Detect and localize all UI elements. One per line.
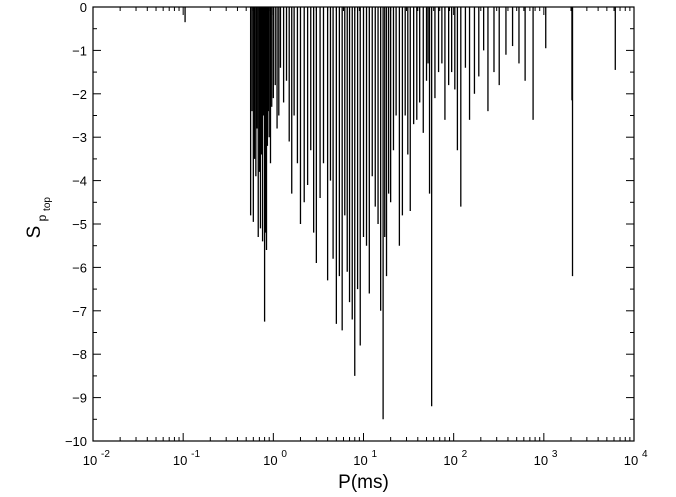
x-tick-label-exponent: 2 (462, 449, 468, 460)
x-tick-label: 10 (534, 453, 548, 468)
plot-frame (92, 6, 635, 442)
y-axis-label-main: S (24, 226, 45, 239)
x-tick-label: 10 (173, 453, 187, 468)
y-axis-label-subsub: top (42, 197, 53, 211)
y-tick-label: −4 (72, 174, 87, 189)
x-tick-label: 10 (443, 453, 457, 468)
x-tick-label-exponent: 1 (372, 449, 378, 460)
y-tick-labels: 0 −1 −2 −3 −4 −5 −6 −7 −8 −9 −10 (65, 0, 87, 449)
x-tick-label-exponent: -2 (101, 449, 110, 460)
ticks-group (92, 6, 635, 442)
x-tick-label: 10 (83, 453, 97, 468)
y-tick-label: −10 (65, 434, 87, 449)
x-tick-label-exponent: 3 (552, 449, 558, 460)
y-tick-label: −8 (72, 347, 87, 362)
y-tick-label: −9 (72, 391, 87, 406)
x-tick-label: 10 (624, 453, 638, 468)
y-tick-label: −6 (72, 260, 87, 275)
y-tick-label: −3 (72, 130, 87, 145)
x-tick-label: 10 (353, 453, 367, 468)
y-axis-label-sub: p (35, 214, 49, 221)
x-tick-label-exponent: 0 (281, 449, 287, 460)
x-tick-label: 10 (263, 453, 277, 468)
y-tick-label: −7 (72, 304, 87, 319)
x-tick-labels: 10 -2 10 -1 10 0 10 1 10 2 10 3 10 4 (83, 449, 648, 468)
y-tick-label: −5 (72, 217, 87, 232)
y-tick-label: 0 (80, 0, 87, 15)
x-axis-label: P(ms) (338, 472, 389, 493)
bars-group (184, 7, 616, 420)
y-axis-label: S p top (24, 197, 53, 239)
x-tick-label-exponent: 4 (642, 449, 648, 460)
y-tick-label: −2 (72, 87, 87, 102)
y-tick-label: −1 (72, 43, 87, 58)
x-tick-label-exponent: -1 (191, 449, 200, 460)
